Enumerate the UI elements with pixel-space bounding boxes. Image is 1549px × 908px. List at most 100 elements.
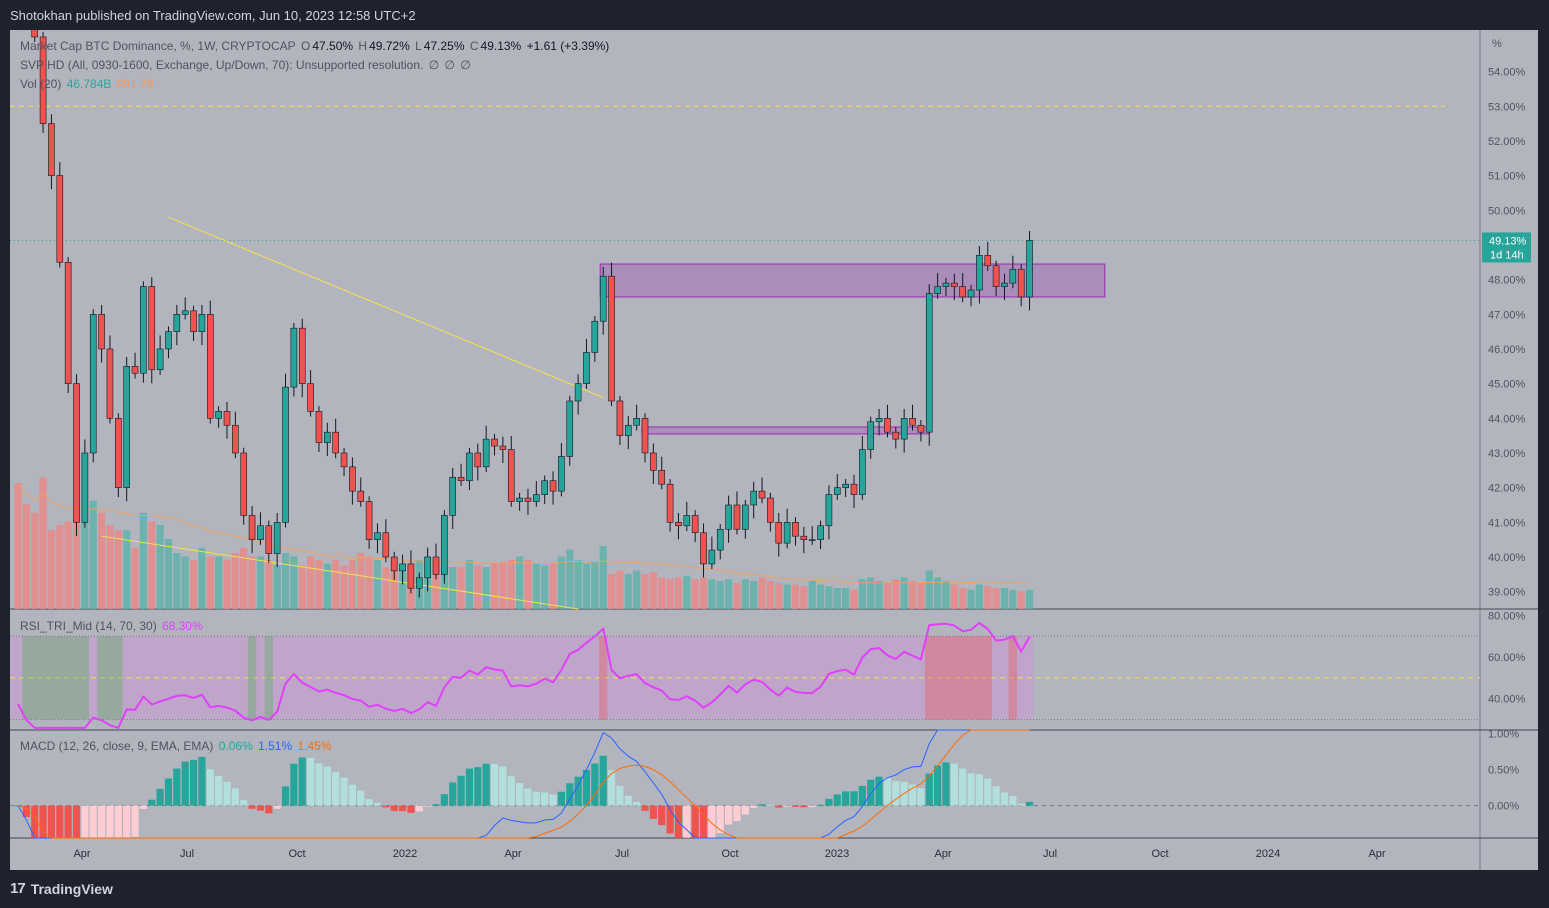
candle-body xyxy=(842,483,849,488)
candle xyxy=(407,550,415,594)
candle xyxy=(1017,264,1025,307)
publisher-header: Shotokhan published on TradingView.com, … xyxy=(10,8,416,23)
macd-hist-bar xyxy=(950,763,958,806)
candle-body xyxy=(457,476,465,482)
candle xyxy=(173,304,181,346)
macd-hist-bar xyxy=(766,804,774,806)
macd-hist-bar xyxy=(72,805,81,838)
volume-bar xyxy=(633,570,641,609)
macd-hist-bar xyxy=(164,778,173,806)
macd-hist-bar xyxy=(607,770,616,806)
macd-hist-bar xyxy=(708,805,716,838)
volume-bar xyxy=(566,549,574,609)
candle xyxy=(641,413,649,463)
svp-symbol-3: ∅ xyxy=(460,58,471,72)
candle-body xyxy=(106,348,114,419)
macd-hist-bar xyxy=(691,805,699,838)
macd-hist-bar xyxy=(499,766,507,806)
volume-bar xyxy=(524,560,532,609)
trendline xyxy=(101,535,579,610)
macd-hist-bar xyxy=(833,794,841,806)
rsi-overbought-shade xyxy=(966,636,976,720)
macd-hist-bar xyxy=(624,795,632,806)
macd-hist-bar xyxy=(633,801,641,806)
candle-body xyxy=(215,411,222,419)
rsi-overbought-shade xyxy=(950,636,959,720)
candle-body xyxy=(808,539,816,541)
macd-value-macd: 1.51% xyxy=(258,739,293,753)
macd-hist-bar xyxy=(415,805,423,812)
macd-hist-bar xyxy=(231,788,239,806)
candle-body xyxy=(449,476,457,516)
svp-symbol-2: ∅ xyxy=(444,58,455,72)
volume-bar xyxy=(457,567,465,609)
chart-area[interactable]: 39.00% 40.00% 41.00% 42.00% 43.00% 44.00% 45.0… xyxy=(10,30,1538,870)
candle-body xyxy=(992,265,1000,287)
candle-body xyxy=(833,487,841,495)
macd-hist-bar xyxy=(867,779,875,806)
volume-bar xyxy=(607,574,616,609)
candle-body xyxy=(533,494,540,502)
macd-hist-bar xyxy=(223,781,231,806)
candle xyxy=(223,402,231,439)
volume-bar xyxy=(975,584,983,609)
candle-body xyxy=(825,494,833,527)
candle xyxy=(248,506,256,554)
candle-body xyxy=(792,522,799,537)
volume-bar xyxy=(273,565,281,609)
candle xyxy=(658,456,666,490)
volume-bar xyxy=(708,579,716,609)
legend-low-label: L xyxy=(415,39,422,53)
volume-bar xyxy=(775,582,783,609)
volume-bar xyxy=(365,556,373,609)
volume-bar xyxy=(557,556,565,609)
macd-hist-bar xyxy=(281,786,290,806)
volume-bar xyxy=(908,581,917,609)
chart-canvas[interactable]: 39.00% 40.00% 41.00% 42.00% 43.00% 44.00% 45.0… xyxy=(10,30,1538,870)
macd-hist-bar xyxy=(942,762,950,806)
macd-hist-bar xyxy=(98,805,106,838)
tradingview-footer: 17 TradingView xyxy=(10,880,113,897)
volume-bar xyxy=(47,530,56,609)
candle-body xyxy=(340,452,348,468)
candle-body xyxy=(415,577,423,589)
candle-body xyxy=(181,310,189,315)
volume-bar xyxy=(816,584,825,609)
volume-bar xyxy=(733,582,741,609)
macd-hist-bar xyxy=(131,805,139,837)
macd-hist-bar xyxy=(89,805,97,838)
macd-hist-bar xyxy=(934,765,942,806)
candle-body xyxy=(725,504,732,530)
candle xyxy=(624,415,632,450)
volume-bar xyxy=(1025,589,1034,609)
volume-bar xyxy=(925,570,933,609)
volume-bar xyxy=(549,563,557,609)
candle-body xyxy=(675,522,682,527)
volume-bar xyxy=(658,577,666,609)
candle xyxy=(1009,255,1017,289)
candle xyxy=(758,477,766,504)
candle xyxy=(131,352,139,379)
macd-histogram xyxy=(14,755,1034,838)
volume-bar xyxy=(683,575,691,609)
candle xyxy=(959,273,966,303)
candle-body xyxy=(716,528,724,551)
macd-hist-bar xyxy=(340,777,348,806)
candle-body xyxy=(265,525,273,554)
macd-hist-bar xyxy=(474,767,482,806)
candle xyxy=(516,492,523,511)
candle-body xyxy=(917,424,925,433)
volume-bar xyxy=(332,560,340,609)
macd-hist-bar xyxy=(56,805,64,838)
volume-bar xyxy=(189,560,198,609)
candle xyxy=(441,510,448,584)
price-tick-label: 42.00% xyxy=(1488,483,1526,495)
macd-signal-line xyxy=(17,729,1030,839)
volume-bar xyxy=(574,560,582,609)
macd-hist-bar xyxy=(424,805,432,807)
volume-bar xyxy=(14,483,22,609)
volume-bar xyxy=(89,500,97,609)
candle xyxy=(666,478,674,532)
legend-open-label: O xyxy=(301,39,311,53)
macd-hist-bar xyxy=(348,784,356,806)
